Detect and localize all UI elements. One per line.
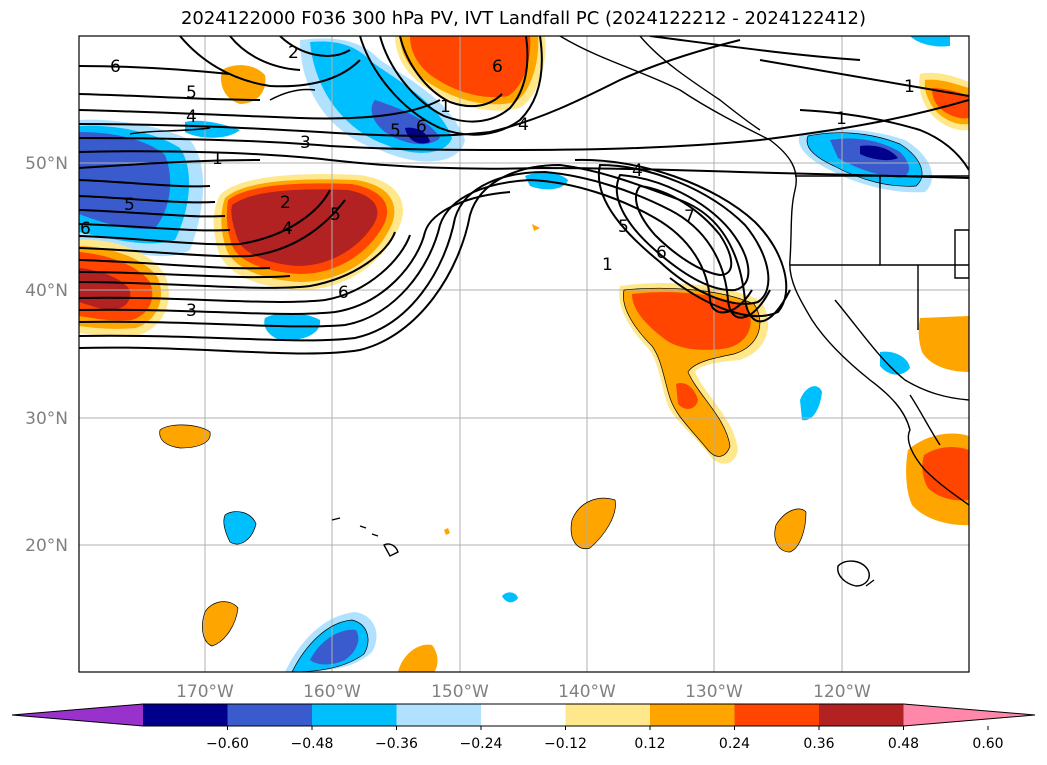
colorbar-tick-label: −0.36: [375, 736, 418, 752]
colorbar-segment: [565, 704, 651, 726]
colorbar-segment: [227, 704, 313, 726]
lon-label: 160°W: [303, 682, 361, 702]
contour-label: 2: [280, 193, 291, 213]
contour-label: 5: [186, 83, 197, 103]
coastlines: [129, 36, 969, 587]
shaded-anomalies: [79, 36, 969, 672]
contour-label: 2: [288, 43, 299, 63]
lon-label: 130°W: [685, 682, 743, 702]
contour-label: 3: [300, 133, 311, 153]
contour-label: 1: [212, 149, 223, 169]
plot-frame: [78, 35, 970, 673]
colorbar-tick-label: −0.60: [206, 736, 249, 752]
contour-label: 6: [80, 219, 91, 239]
colorbar-segment: [396, 704, 482, 726]
lat-label: 50°N: [25, 154, 68, 174]
colorbar-segment: [650, 704, 735, 726]
colorbar-tick-label: 0.12: [634, 736, 665, 752]
lat-label: 20°N: [25, 536, 68, 556]
contour-label: 4: [632, 161, 643, 181]
map-title: 2024122000 F036 300 hPa PV, IVT Landfall…: [180, 8, 867, 29]
colorbar-extend-max: [903, 704, 1035, 726]
contour-label: 4: [282, 219, 293, 239]
contour-label: 6: [338, 283, 349, 303]
contour-label: 5: [330, 205, 341, 225]
colorbar-tick-label: −0.12: [544, 736, 587, 752]
contour-label: 6: [416, 117, 427, 137]
colorbar-segment: [481, 704, 566, 726]
contour-label: 1: [836, 109, 847, 129]
colorbar-segment: [819, 704, 904, 726]
lon-label: 150°W: [431, 682, 489, 702]
lon-label: 120°W: [813, 682, 871, 702]
contour-label: 6: [492, 57, 503, 77]
longitude-labels: 170°W 160°W 150°W 140°W 130°W 120°W: [176, 682, 871, 702]
contour-label: 3: [186, 301, 197, 321]
contour-label: 5: [618, 217, 629, 237]
contour-label: 6: [110, 57, 121, 77]
latitude-labels: 50°N 40°N 30°N 20°N: [25, 154, 68, 556]
lon-label: 170°W: [176, 682, 234, 702]
contour-label: 5: [390, 121, 401, 141]
contour-label: 4: [186, 107, 197, 127]
lon-label: 140°W: [558, 682, 616, 702]
graticule: [79, 36, 969, 672]
colorbar-tick-label: 0.36: [803, 736, 834, 752]
colorbar-tick-label: 0.24: [719, 736, 750, 752]
colorbar-segment: [312, 704, 397, 726]
colorbar-extend-min: [12, 704, 143, 726]
contour-label: 1: [904, 77, 915, 97]
contour-label: 7: [684, 207, 695, 227]
colorbar-tick-label: 0.48: [888, 736, 919, 752]
pv-contours: [79, 36, 969, 355]
contour-labels: 6 5 4 3 1 2 5 4 2 5 6 3 6 5 1 4 6 4 5 6 …: [80, 43, 915, 321]
colorbar-outline: [11, 703, 1036, 727]
colorbar-segment: [734, 704, 820, 726]
colorbar-tick-label: −0.48: [291, 736, 334, 752]
colorbar-tick-label: −0.24: [460, 736, 503, 752]
pos-anom-east: [918, 316, 969, 372]
lat-label: 40°N: [25, 281, 68, 301]
contour-label: 1: [602, 255, 613, 275]
colorbar-tick-label: 0.60: [972, 736, 1003, 752]
colorbar: −0.60 −0.48 −0.36 −0.24 −0.12 0.12 0.24 0.36 0.4…: [11, 703, 1036, 752]
colorbar-segment: [143, 704, 228, 726]
contour-label: 5: [124, 195, 135, 215]
contour-label: 1: [440, 97, 451, 117]
contour-label: 6: [656, 243, 667, 263]
anomaly-outlines: [159, 132, 923, 672]
lat-label: 30°N: [25, 409, 68, 429]
contour-label: 4: [518, 115, 529, 135]
